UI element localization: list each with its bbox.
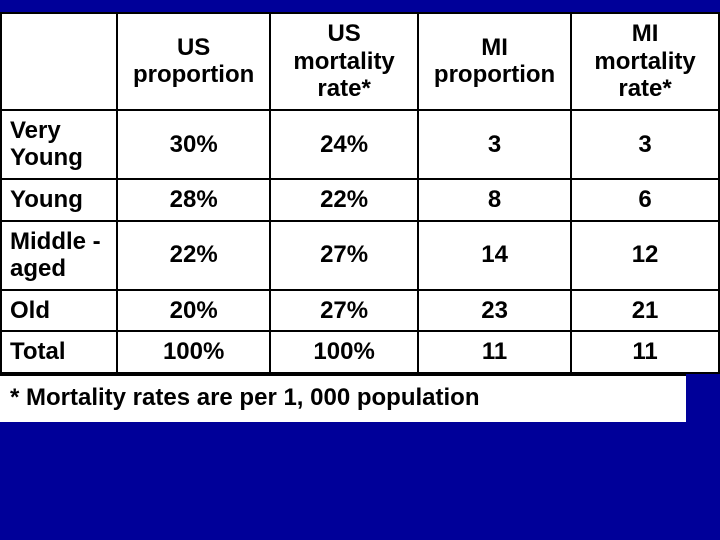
cell: 21 xyxy=(571,290,719,332)
header-row: US proportion US mortality rate* MI prop… xyxy=(1,13,719,110)
row-label: Total xyxy=(1,331,117,373)
header-blank xyxy=(1,13,117,110)
cell: 30% xyxy=(117,110,270,179)
cell: 3 xyxy=(418,110,571,179)
row-label: Very Young xyxy=(1,110,117,179)
cell: 11 xyxy=(418,331,571,373)
table-container: US proportion US mortality rate* MI prop… xyxy=(0,12,720,422)
cell: 3 xyxy=(571,110,719,179)
header-us-proportion: US proportion xyxy=(117,13,270,110)
cell: 22% xyxy=(270,179,418,221)
cell: 23 xyxy=(418,290,571,332)
cell: 100% xyxy=(270,331,418,373)
cell: 14 xyxy=(418,221,571,290)
mortality-table: US proportion US mortality rate* MI prop… xyxy=(0,12,720,374)
cell: 12 xyxy=(571,221,719,290)
header-mi-proportion: MI proportion xyxy=(418,13,571,110)
table-row-total: Total 100% 100% 11 11 xyxy=(1,331,719,373)
table-row: Very Young 30% 24% 3 3 xyxy=(1,110,719,179)
cell: 24% xyxy=(270,110,418,179)
cell: 22% xyxy=(117,221,270,290)
header-us-mortality: US mortality rate* xyxy=(270,13,418,110)
table-row: Old 20% 27% 23 21 xyxy=(1,290,719,332)
cell: 6 xyxy=(571,179,719,221)
cell: 100% xyxy=(117,331,270,373)
footnote: * Mortality rates are per 1, 000 populat… xyxy=(0,374,686,422)
row-label: Young xyxy=(1,179,117,221)
header-mi-mortality: MI mortality rate* xyxy=(571,13,719,110)
table-row: Middle -aged 22% 27% 14 12 xyxy=(1,221,719,290)
cell: 28% xyxy=(117,179,270,221)
cell: 11 xyxy=(571,331,719,373)
cell: 8 xyxy=(418,179,571,221)
cell: 27% xyxy=(270,290,418,332)
cell: 27% xyxy=(270,221,418,290)
cell: 20% xyxy=(117,290,270,332)
row-label: Middle -aged xyxy=(1,221,117,290)
table-row: Young 28% 22% 8 6 xyxy=(1,179,719,221)
row-label: Old xyxy=(1,290,117,332)
